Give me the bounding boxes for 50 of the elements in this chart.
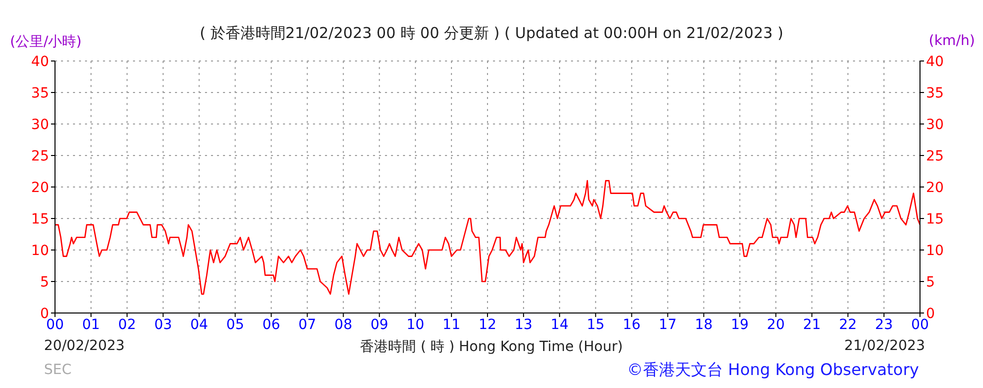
x-tick-label: 01	[82, 316, 100, 333]
y-tick-label: 15	[31, 211, 49, 228]
x-tick-label: 08	[334, 316, 352, 333]
y2-tick-label: 15	[926, 211, 944, 228]
y2-axis-title: (km/h)	[928, 33, 975, 49]
x-tick-label: 17	[658, 316, 677, 333]
y2-tick-label: 20	[926, 180, 944, 196]
x-tick-label: 20	[766, 316, 785, 333]
x-tick-label: 13	[514, 316, 532, 333]
y-tick-label: 20	[31, 180, 49, 196]
y2-tick-label: 5	[926, 274, 935, 290]
y-tick-label: 35	[31, 85, 49, 102]
y2-tick-label: 25	[926, 148, 944, 164]
x-tick-label: 04	[190, 316, 208, 333]
x-tick-label: 02	[118, 316, 136, 333]
y-axis-title: (公里/小時)	[10, 33, 82, 51]
x-tick-label: 14	[550, 316, 569, 333]
y-tick-label: 10	[31, 242, 49, 259]
x-tick-label: 21	[802, 316, 821, 333]
x-tick-label: 03	[154, 316, 172, 333]
text: 21/02/2023	[844, 338, 925, 354]
x-tick-label: 12	[478, 316, 496, 333]
x-tick-label: 19	[730, 316, 749, 333]
x-axis-title: 香港時間 ( 時 ) Hong Kong Time (Hour)	[360, 339, 623, 355]
x-tick-label: 05	[226, 316, 244, 333]
x-tick-label: 10	[406, 316, 424, 333]
y2-tick-label: 40	[926, 54, 944, 70]
x-tick-label: 09	[370, 316, 388, 333]
x-tick-label: 06	[262, 316, 280, 333]
x-tick-label: 16	[622, 316, 641, 333]
text: ©香港天文台 Hong Kong Observatory	[626, 360, 919, 381]
y-tick-label: 40	[31, 54, 49, 70]
x-tick-label: 00	[46, 316, 64, 333]
y2-tick-label: 35	[926, 85, 944, 102]
text: SEC	[44, 362, 72, 378]
text: 20/02/2023	[44, 338, 125, 354]
y2-tick-label: 10	[926, 242, 944, 259]
y-tick-label: 5	[40, 274, 49, 290]
x-tick-label: 18	[694, 316, 713, 333]
chart-title: ( 於香港時間21/02/2023 00 時 00 分更新 ) ( Updated at 00:00H on 21/02/2023 )	[200, 24, 784, 42]
x-tick-label: 07	[298, 316, 316, 333]
x-tick-label: 11	[442, 316, 460, 333]
x-tick-label: 22	[839, 316, 857, 333]
x-tick-label: 23	[875, 316, 893, 333]
y-tick-label: 30	[31, 116, 49, 133]
x-tick-label: 00	[911, 316, 929, 333]
y2-tick-label: 30	[926, 116, 944, 133]
line-series	[55, 180, 920, 295]
x-tick-label: 15	[586, 316, 605, 333]
y-tick-label: 25	[31, 148, 49, 164]
